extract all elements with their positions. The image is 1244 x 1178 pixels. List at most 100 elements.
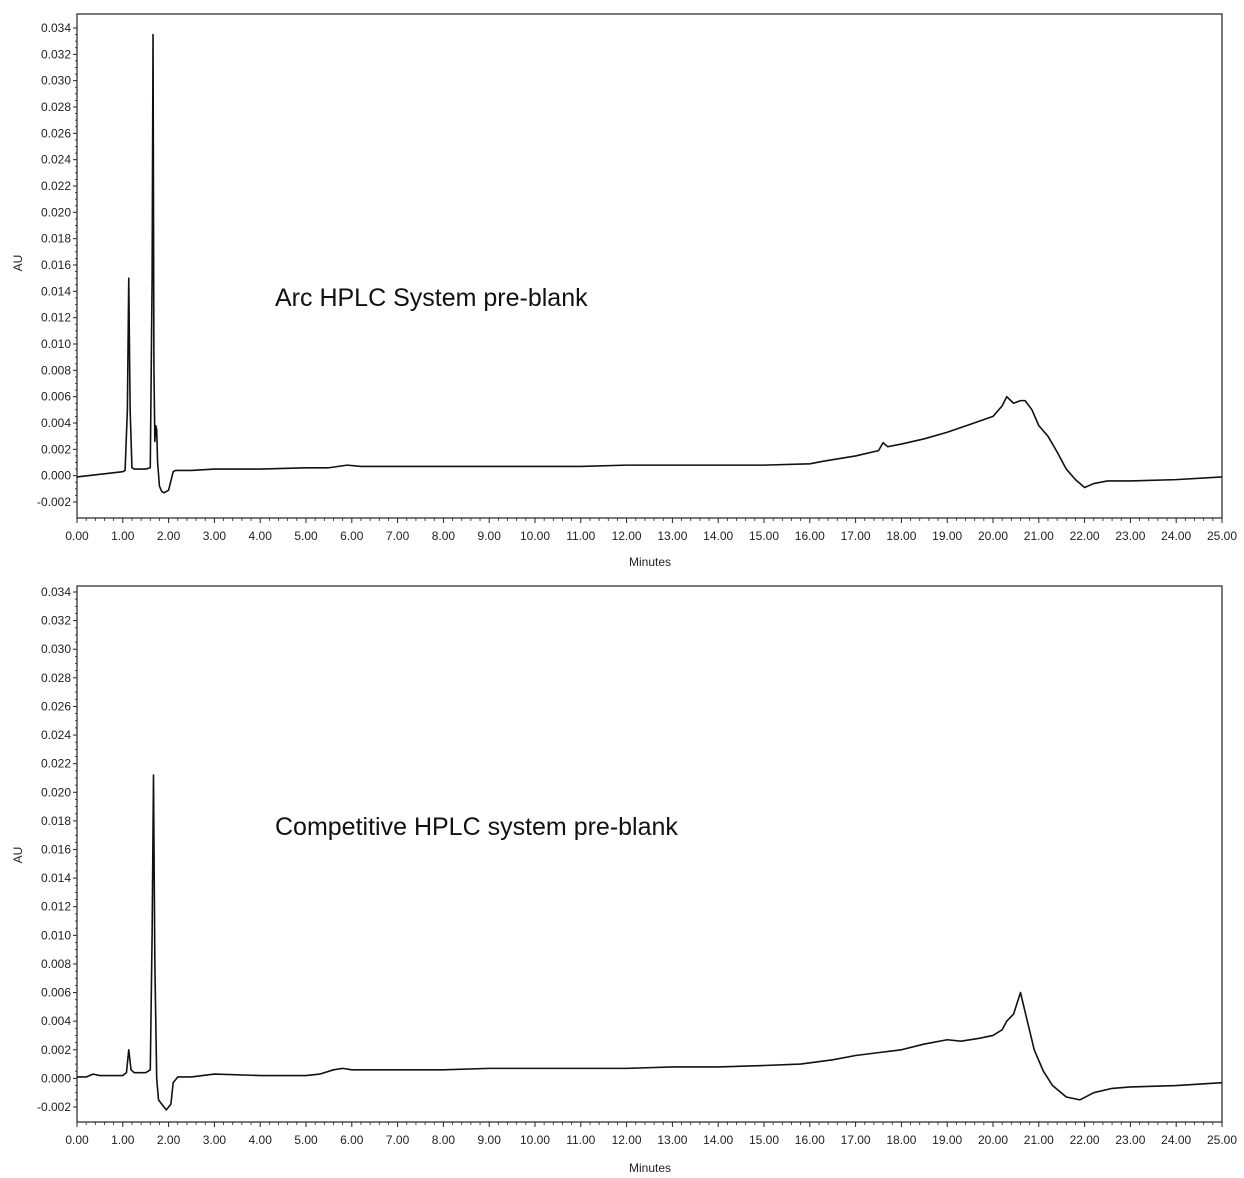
x-tick-label: 14.00 xyxy=(703,529,733,543)
y-tick-label: 0.008 xyxy=(41,363,71,377)
plot-frame xyxy=(76,13,1223,519)
chart-competitive-hplc: 0.034 0.032 0.030 0.028 0.026 0.024 0.022 0.020… xyxy=(11,585,1237,1175)
x-tick-label: 2.00 xyxy=(157,1133,181,1147)
chart-arc-hplc: 0.034 0.032 0.030 0.028 0.026 0.024 0.022 0.020… xyxy=(11,13,1237,569)
x-tick-label: 5.00 xyxy=(294,1133,318,1147)
x-tick-label: 11.00 xyxy=(566,529,595,543)
x-tick-label: 12.00 xyxy=(612,1133,642,1147)
x-tick-label: 16.00 xyxy=(795,529,825,543)
x-tick-label: 6.00 xyxy=(340,1133,364,1147)
x-tick-label: 22.00 xyxy=(1070,1133,1100,1147)
y-tick-label: 0.030 xyxy=(41,642,71,656)
y-tick-label: 0.028 xyxy=(41,671,71,685)
x-tick-label: 19.00 xyxy=(932,529,962,543)
x-tick-label: 18.00 xyxy=(886,529,916,543)
x-tick-label: 17.00 xyxy=(841,529,871,543)
x-tick-label: 16.00 xyxy=(795,1133,825,1147)
y-tick-label: 0.016 xyxy=(41,843,71,857)
y-tick-label: 0.022 xyxy=(41,757,71,771)
y-tick-label: 0.020 xyxy=(41,205,71,219)
y-tick-label: 0.012 xyxy=(41,900,71,914)
y-axis: 0.034 0.032 0.030 0.028 0.026 0.024 0.022 0.020… xyxy=(37,21,77,509)
x-tick-label: 5.00 xyxy=(294,529,318,543)
y-axis: 0.034 0.032 0.030 0.028 0.026 0.024 0.022 0.020… xyxy=(37,585,77,1114)
y-tick-label: 0.032 xyxy=(41,47,71,61)
y-tick-label: 0.010 xyxy=(41,337,71,351)
plot-frame xyxy=(76,585,1223,1123)
y-tick-label: 0.034 xyxy=(41,585,71,599)
x-tick-label: 15.00 xyxy=(749,1133,779,1147)
y-tick-label: 0.026 xyxy=(41,699,71,713)
x-tick-label: 10.00 xyxy=(520,529,550,543)
y-tick-label: 0.004 xyxy=(41,1014,71,1028)
y-axis-title: AU xyxy=(11,847,25,864)
y-tick-label: -0.002 xyxy=(37,1100,71,1114)
y-tick-label: 0.028 xyxy=(41,100,71,114)
chart-annotation: Competitive HPLC system pre-blank xyxy=(275,813,678,841)
y-tick-label: 0.006 xyxy=(41,986,71,1000)
x-tick-label: 8.00 xyxy=(432,1133,456,1147)
x-tick-label: 13.00 xyxy=(657,1133,687,1147)
x-tick-label: 3.00 xyxy=(203,1133,227,1147)
y-tick-label: 0.032 xyxy=(41,614,71,628)
x-tick-label: 17.00 xyxy=(841,1133,871,1147)
x-tick-label: 12.00 xyxy=(612,529,642,543)
y-tick-label: 0.030 xyxy=(41,74,71,88)
y-tick-label: 0.006 xyxy=(41,390,71,404)
y-tick-label: 0.014 xyxy=(41,871,71,885)
x-tick-label: 1.00 xyxy=(111,529,135,543)
x-tick-label: 2.00 xyxy=(157,529,181,543)
x-tick-label: 4.00 xyxy=(249,529,273,543)
series-line xyxy=(76,33,1223,494)
y-tick-label: 0.034 xyxy=(41,21,71,35)
x-tick-label: 9.00 xyxy=(478,529,502,543)
y-tick-label: 0.002 xyxy=(41,1043,71,1057)
y-tick-label: 0.016 xyxy=(41,258,71,272)
y-tick-label: 0.000 xyxy=(41,1071,71,1085)
x-tick-label: 8.00 xyxy=(432,529,456,543)
x-tick-label: 21.00 xyxy=(1024,529,1054,543)
x-tick-label: 4.00 xyxy=(249,1133,273,1147)
y-tick-label: 0.004 xyxy=(41,416,71,430)
y-axis-title: AU xyxy=(11,255,25,272)
chart-annotation: Arc HPLC System pre-blank xyxy=(275,284,588,312)
x-axis-title: Minutes xyxy=(629,555,671,569)
x-tick-label: 20.00 xyxy=(978,1133,1008,1147)
y-tick-label: 0.008 xyxy=(41,957,71,971)
x-tick-label: 14.00 xyxy=(703,1133,733,1147)
x-tick-label: 13.00 xyxy=(657,529,687,543)
y-tick-label: 0.024 xyxy=(41,728,71,742)
x-tick-label: 7.00 xyxy=(386,529,410,543)
x-tick-label: 24.00 xyxy=(1161,529,1191,543)
y-tick-label: 0.000 xyxy=(41,469,71,483)
x-axis: 0.00 1.00 2.00 3.00 4.00 5.00 6.00 7.00 8.00 9.00… xyxy=(65,1122,1237,1147)
x-tick-label: 18.00 xyxy=(886,1133,916,1147)
x-tick-label: 9.00 xyxy=(478,1133,502,1147)
x-axis: 0.00 1.00 2.00 3.00 4.00 5.00 6.00 7.00 8.00 9.00… xyxy=(65,518,1237,543)
x-tick-label: 7.00 xyxy=(386,1133,410,1147)
x-tick-label: 23.00 xyxy=(1115,529,1145,543)
x-tick-label: 21.00 xyxy=(1024,1133,1054,1147)
x-tick-label: 19.00 xyxy=(932,1133,962,1147)
y-tick-label: 0.026 xyxy=(41,126,71,140)
x-tick-label: 25.00 xyxy=(1207,529,1237,543)
x-tick-label: 0.00 xyxy=(65,529,89,543)
series-line xyxy=(77,774,1223,1111)
x-axis-title: Minutes xyxy=(629,1161,671,1175)
y-tick-label: -0.002 xyxy=(37,495,71,509)
x-tick-label: 24.00 xyxy=(1161,1133,1191,1147)
x-tick-label: 3.00 xyxy=(203,529,227,543)
y-tick-label: 0.014 xyxy=(41,284,71,298)
x-tick-label: 11.00 xyxy=(566,1133,595,1147)
x-tick-label: 0.00 xyxy=(65,1133,89,1147)
y-tick-label: 0.018 xyxy=(41,232,71,246)
x-tick-label: 6.00 xyxy=(340,529,364,543)
x-tick-label: 23.00 xyxy=(1115,1133,1145,1147)
x-tick-label: 10.00 xyxy=(520,1133,550,1147)
x-tick-label: 22.00 xyxy=(1070,529,1100,543)
x-tick-label: 1.00 xyxy=(111,1133,135,1147)
x-tick-label: 20.00 xyxy=(978,529,1008,543)
y-tick-label: 0.018 xyxy=(41,814,71,828)
y-tick-label: 0.002 xyxy=(41,442,71,456)
y-tick-label: 0.022 xyxy=(41,179,71,193)
